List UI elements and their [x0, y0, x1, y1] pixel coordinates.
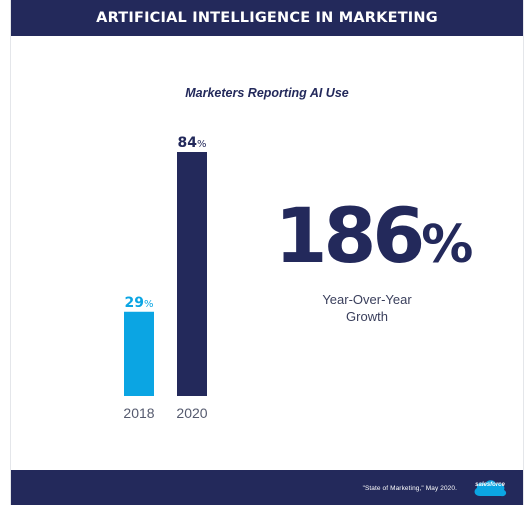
bar-2020	[177, 152, 207, 396]
data-label-2018: 29%	[125, 295, 154, 311]
category-label-2020: 2020	[176, 405, 207, 421]
header-banner: ARTIFICIAL INTELLIGENCE IN MARKETING	[11, 0, 523, 36]
data-label-2020: 84%	[178, 135, 207, 151]
growth-label-line1: Year-Over-Year	[322, 292, 412, 307]
bar-chart: 29% 2018 84% 2020	[123, 135, 207, 421]
footer-band: "State of Marketing," May 2020. salesfor…	[11, 470, 523, 505]
bar-2018	[124, 311, 154, 396]
header-title: ARTIFICIAL INTELLIGENCE IN MARKETING	[96, 10, 438, 26]
growth-label-line2: Growth	[346, 309, 388, 324]
logo-text: salesforce	[475, 482, 505, 488]
source-citation: "State of Marketing," May 2020.	[362, 485, 457, 492]
growth-unit: %	[421, 215, 474, 275]
chart-title: Marketers Reporting AI Use	[185, 86, 349, 100]
growth-label: Year-Over-Year Growth	[307, 291, 427, 325]
infographic: ARTIFICIAL INTELLIGENCE IN MARKETING Mar…	[10, 0, 524, 505]
category-label-2018: 2018	[123, 405, 154, 421]
cloud-icon	[474, 480, 507, 497]
growth-stat: 186%	[269, 198, 479, 274]
salesforce-logo: salesforce	[471, 475, 509, 500]
growth-value: 186	[274, 191, 426, 280]
